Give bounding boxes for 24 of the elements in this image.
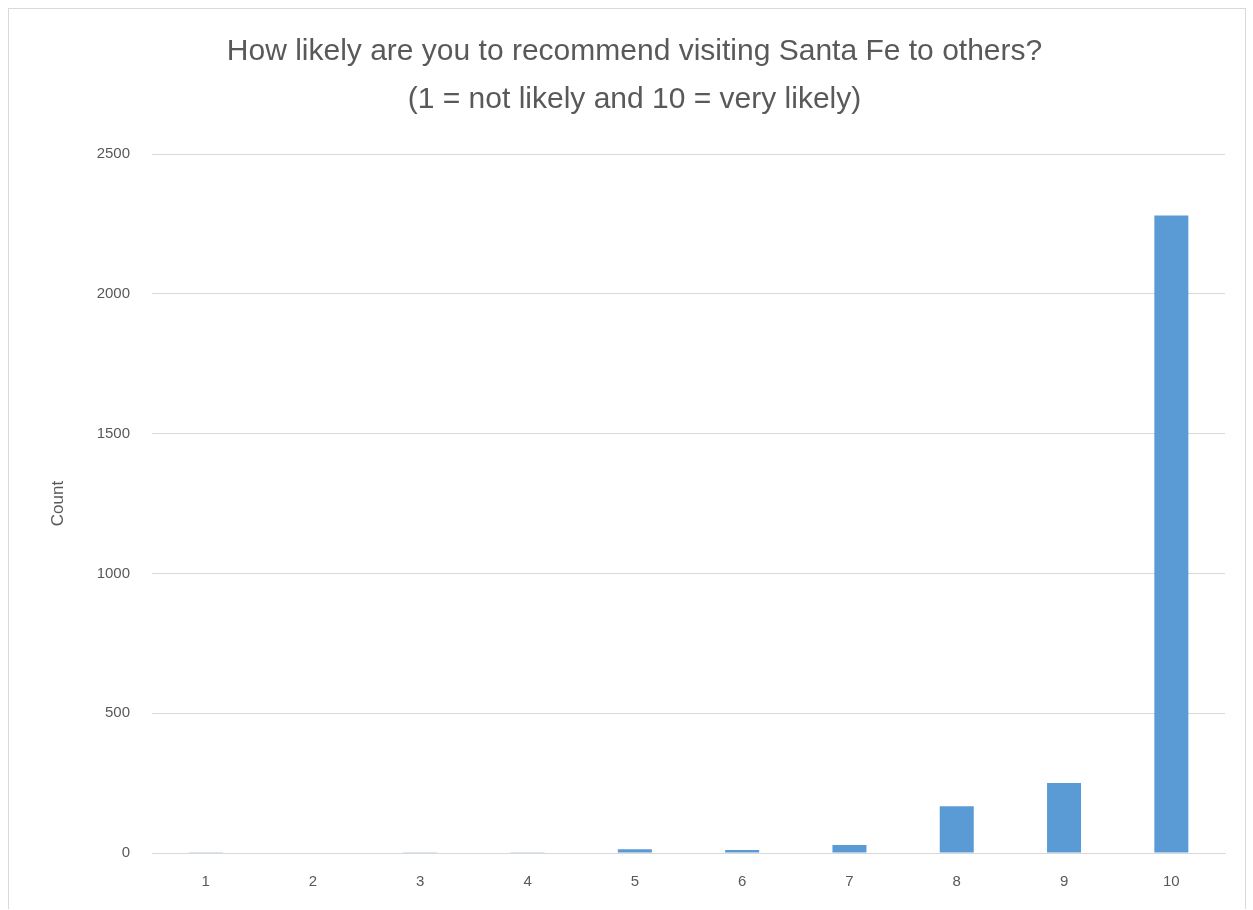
bar [1047,783,1082,853]
x-tick-label: 3 [416,872,425,890]
x-tick-label: 8 [952,872,961,890]
y-tick-label: 2000 [96,283,130,301]
y-tick-label: 0 [121,843,130,861]
chart-title: How likely are you to recommend visiting Santa Fe to others? (1 = not likely and 10 = very likely) [226,33,1043,115]
y-tick-label: 2500 [96,144,130,162]
bar [832,844,867,853]
x-tick-label: 4 [523,872,532,890]
y-tick-label: 500 [104,703,130,721]
x-tick-label: 9 [1059,872,1069,890]
y-tick-label: 1500 [96,423,130,441]
y-tick-label: 1000 [96,563,130,581]
x-tick-label: 6 [737,872,747,890]
x-tick-label: 1 [201,872,210,890]
x-tick-label: 10 [1163,872,1180,890]
bar [939,806,974,853]
x-tick-label: 5 [630,872,640,890]
y-axis-title: Count [47,480,67,527]
bar [617,849,652,853]
x-tick-label: 2 [308,872,318,890]
bar [725,849,760,853]
x-tick-label: 7 [845,872,854,890]
bar [1154,215,1189,853]
